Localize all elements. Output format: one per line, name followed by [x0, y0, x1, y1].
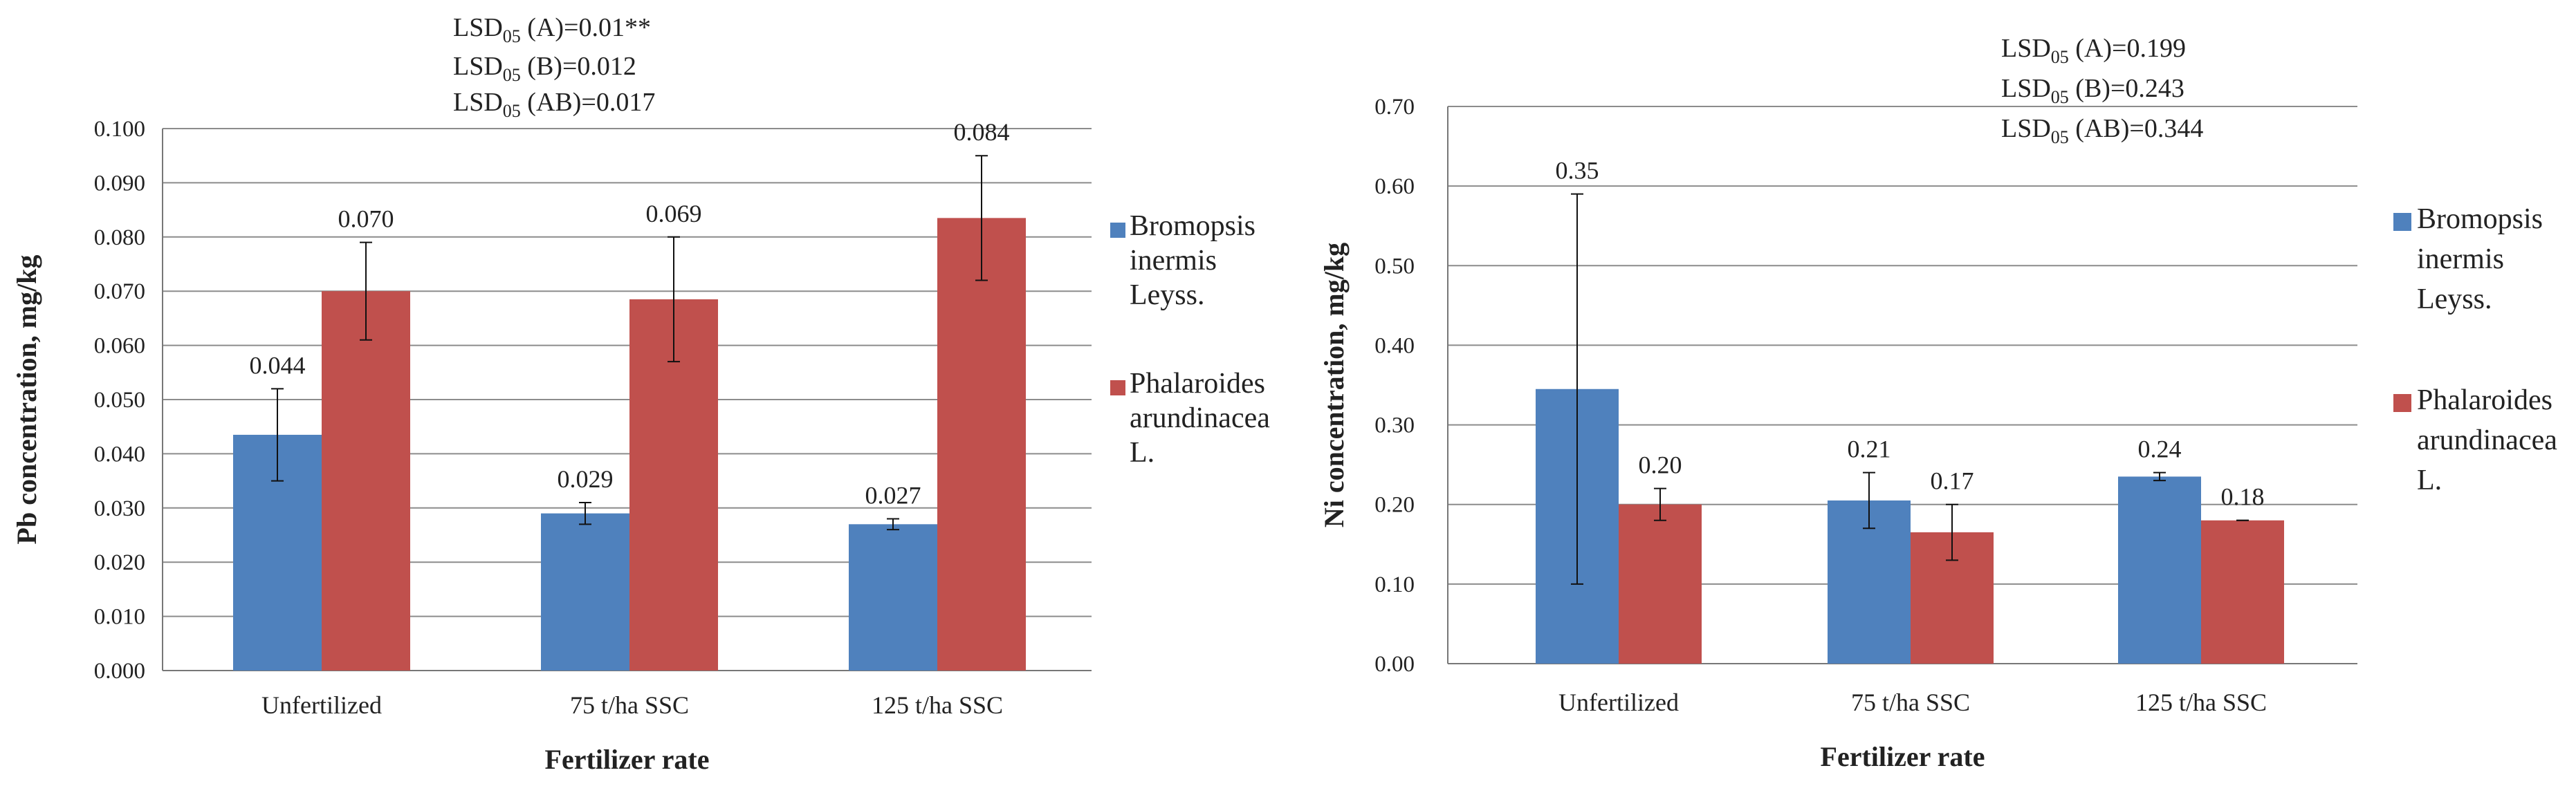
y-tick-label: 0.040	[94, 442, 145, 467]
y-tick-label: 0.50	[1374, 254, 1415, 279]
legend-swatch	[1110, 223, 1125, 238]
lsd-annotation: LSD05 (B)=0.012	[453, 52, 636, 85]
legend-swatch	[2393, 394, 2411, 412]
lsd-annotation: LSD05 (A)=0.199	[2001, 34, 2186, 67]
legend-entry-line: L.	[1130, 437, 1154, 469]
y-tick-label: 0.060	[94, 334, 145, 359]
y-tick-label: 0.70	[1374, 95, 1415, 120]
legend-entry-line: inermis	[1130, 245, 1217, 277]
lsd-subscript: 05	[503, 26, 521, 46]
bar	[322, 291, 410, 671]
y-tick-label: 0.60	[1374, 174, 1415, 199]
y-tick-label: 0.030	[94, 496, 145, 521]
bar	[849, 524, 937, 671]
data-label: 0.35	[1556, 157, 1599, 185]
y-tick-label: 0.070	[94, 279, 145, 304]
x-axis-title: Fertilizer rate	[1821, 741, 1985, 772]
legend-entry-line: arundinacea	[2417, 424, 2557, 456]
bar	[937, 218, 1026, 671]
legend-entry-line: L.	[2417, 465, 2442, 496]
lsd-prefix: LSD	[2001, 34, 2051, 63]
lsd-annotation: LSD05 (AB)=0.017	[453, 88, 655, 121]
lsd-subscript: 05	[2051, 127, 2069, 147]
ni-chart: 0.00 0.10 0.20 0.30 0.40 0.50 0.60 0.70 0.35 0.21…	[1318, 34, 2557, 772]
y-axis-title: Ni concentration, mg/kg	[1318, 243, 1350, 527]
y-tick-label: 0.20	[1374, 493, 1415, 518]
y-axis-title: Pb concentration, mg/kg	[11, 255, 42, 545]
lsd-value: (AB)=0.344	[2069, 114, 2204, 143]
legend-entry-line: Leyss.	[2417, 283, 2492, 315]
lsd-subscript: 05	[503, 65, 521, 85]
lsd-annotation: LSD05 (A)=0.01**	[453, 13, 651, 46]
data-label: 0.070	[338, 205, 394, 233]
data-label: 0.21	[1848, 436, 1891, 463]
data-label: 0.18	[2221, 483, 2265, 511]
y-tick-label: 0.080	[94, 225, 145, 250]
y-tick-label: 0.050	[94, 388, 145, 413]
lsd-value: (B)=0.012	[521, 52, 636, 81]
legend-entry-line: Phalaroides	[2417, 384, 2552, 416]
data-label: 0.044	[250, 351, 306, 379]
lsd-value: (A)=0.199	[2069, 34, 2186, 63]
lsd-prefix: LSD	[2001, 74, 2051, 103]
y-tick-label: 0.100	[94, 117, 145, 142]
lsd-prefix: LSD	[453, 52, 503, 81]
legend-entry-line: arundinacea	[1130, 402, 1270, 434]
data-label: 0.24	[2138, 436, 2182, 463]
lsd-value: (B)=0.243	[2069, 74, 2184, 103]
data-label: 0.069	[646, 200, 702, 227]
legend-swatch	[1110, 380, 1125, 395]
data-label: 0.084	[954, 118, 1010, 146]
legend-entry-line: Bromopsis	[1130, 210, 1255, 242]
lsd-subscript: 05	[2051, 87, 2069, 107]
lsd-value: (A)=0.01**	[521, 13, 651, 42]
lsd-subscript: 05	[2051, 47, 2069, 67]
legend-entry-line: Phalaroides	[1130, 368, 1265, 400]
x-tick-label: 75 t/ha SSC	[570, 691, 689, 719]
lsd-prefix: LSD	[2001, 114, 2051, 143]
bar	[541, 513, 629, 671]
y-tick-label: 0.30	[1374, 413, 1415, 438]
y-tick-label: 0.10	[1374, 572, 1415, 597]
data-label: 0.17	[1931, 467, 1974, 495]
y-tick-label: 0.010	[94, 605, 145, 630]
data-label: 0.029	[558, 465, 614, 493]
x-tick-label: Unfertilized	[1558, 689, 1679, 716]
legend-entry-line: Bromopsis	[2417, 203, 2543, 235]
x-tick-label: 125 t/ha SSC	[2135, 689, 2267, 716]
lsd-subscript: 05	[503, 101, 521, 121]
x-tick-label: 125 t/ha SSC	[872, 691, 1003, 719]
bar	[2201, 520, 2284, 664]
y-tick-label: 0.090	[94, 171, 145, 196]
y-tick-label: 0.000	[94, 659, 145, 684]
y-tick-label: 0.40	[1374, 333, 1415, 358]
lsd-prefix: LSD	[453, 88, 503, 117]
legend-entry-line: Leyss.	[1130, 279, 1205, 311]
x-tick-label: Unfertilized	[261, 691, 382, 719]
lsd-prefix: LSD	[453, 13, 503, 42]
y-tick-label: 0.00	[1374, 652, 1415, 677]
pb-chart: 0.000 0.010 0.020 0.030 0.040 0.050 0.060 0.070…	[11, 13, 1270, 775]
data-label: 0.027	[865, 481, 921, 509]
lsd-annotation: LSD05 (B)=0.243	[2001, 74, 2184, 107]
legend-swatch	[2393, 213, 2411, 231]
lsd-value: (AB)=0.017	[521, 88, 656, 117]
bar	[2118, 476, 2201, 664]
x-tick-label: 75 t/ha SSC	[1851, 689, 1970, 716]
lsd-annotation: LSD05 (AB)=0.344	[2001, 114, 2203, 147]
legend-entry-line: inermis	[2417, 243, 2504, 275]
x-axis-title: Fertilizer rate	[545, 744, 710, 775]
data-label: 0.20	[1639, 451, 1682, 479]
bar	[1619, 504, 1702, 664]
y-tick-label: 0.020	[94, 550, 145, 575]
